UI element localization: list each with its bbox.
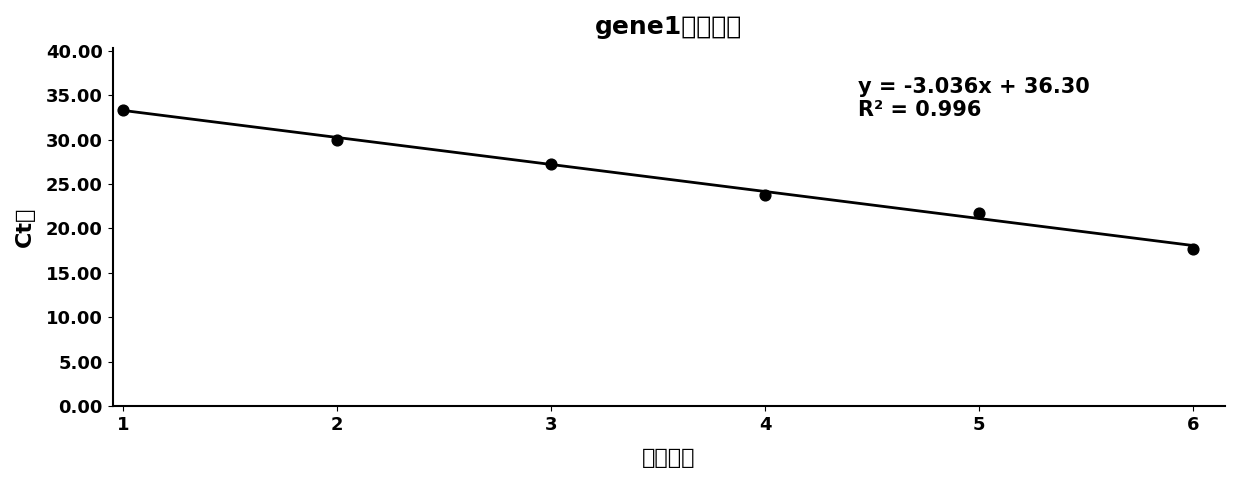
Point	[755, 191, 775, 199]
Point	[542, 160, 562, 168]
Y-axis label: Ct值: Ct值	[15, 207, 35, 247]
Point	[114, 106, 134, 114]
Point	[970, 210, 990, 217]
Text: y = -3.036x + 36.30
R² = 0.996: y = -3.036x + 36.30 R² = 0.996	[858, 77, 1090, 120]
Point	[1183, 245, 1203, 253]
X-axis label: 浓度梯度: 浓度梯度	[642, 448, 696, 468]
Title: gene1基因引物: gene1基因引物	[595, 15, 743, 39]
Point	[327, 137, 347, 144]
